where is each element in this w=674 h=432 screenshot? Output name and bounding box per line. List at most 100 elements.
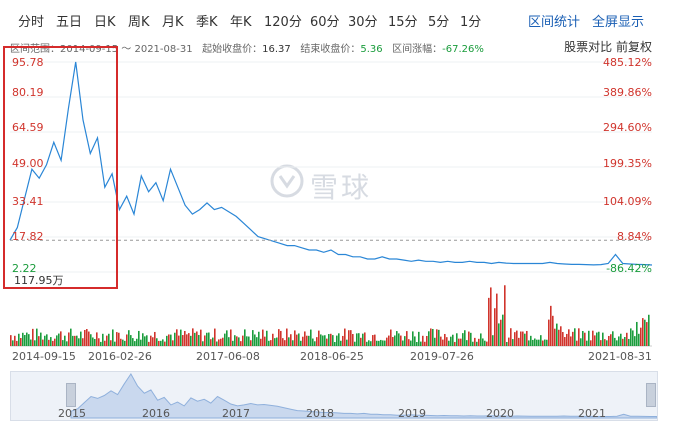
y-left-tick-3: 49.00 bbox=[12, 157, 44, 170]
chart-options[interactable]: 股票对比 前复权 bbox=[564, 40, 652, 54]
tab-120min[interactable]: 120分 bbox=[264, 15, 302, 30]
y-right-tick-0: 485.12% bbox=[603, 56, 652, 69]
volume-bar bbox=[130, 335, 132, 346]
volume-bar bbox=[558, 329, 560, 346]
volume-bar bbox=[628, 338, 630, 346]
volume-bar bbox=[372, 335, 374, 346]
navigator-left-handle[interactable] bbox=[66, 383, 76, 407]
volume-bar bbox=[552, 315, 554, 346]
volume-bar bbox=[116, 332, 118, 346]
volume-bar bbox=[84, 329, 86, 346]
volume-bar bbox=[490, 287, 492, 346]
volume-bar bbox=[92, 337, 94, 346]
volume-bar bbox=[32, 328, 34, 346]
volume-bar bbox=[444, 333, 446, 346]
volume-bar bbox=[588, 330, 590, 346]
volume-bar bbox=[482, 338, 484, 346]
volume-bar bbox=[120, 338, 122, 346]
volume-bar bbox=[562, 332, 564, 346]
volume-bar bbox=[602, 332, 604, 346]
volume-bar bbox=[480, 333, 482, 346]
volume-bar bbox=[114, 341, 116, 346]
volume-bar bbox=[270, 340, 272, 346]
volume-bars bbox=[10, 285, 650, 346]
nav-year-2015: 2015 bbox=[58, 407, 86, 420]
volume-bar bbox=[420, 341, 422, 346]
volume-bar bbox=[118, 332, 120, 346]
volume-bar bbox=[518, 337, 520, 346]
nav-year-2021: 2021 bbox=[578, 407, 606, 420]
volume-bar bbox=[46, 334, 48, 346]
volume-bar bbox=[124, 340, 126, 346]
volume-bar bbox=[98, 338, 100, 346]
tab-5min[interactable]: 5分 bbox=[428, 15, 450, 30]
volume-bar bbox=[276, 337, 278, 346]
volume-bar bbox=[510, 328, 512, 346]
volume-bar bbox=[442, 339, 444, 346]
volume-bar bbox=[210, 339, 212, 346]
volume-bar bbox=[196, 331, 198, 346]
range-stats-link[interactable]: 区间统计 bbox=[528, 15, 581, 30]
tab-30min[interactable]: 30分 bbox=[348, 15, 378, 30]
volume-bar bbox=[18, 333, 20, 346]
volume-bar bbox=[134, 341, 136, 346]
volume-bar bbox=[190, 335, 192, 346]
volume-bar bbox=[344, 328, 346, 346]
volume-bar bbox=[44, 335, 46, 346]
tab-15min[interactable]: 15分 bbox=[388, 15, 418, 30]
tab-fenshi[interactable]: 分时 bbox=[18, 15, 45, 30]
volume-bar bbox=[154, 331, 156, 346]
volume-bar bbox=[306, 335, 308, 346]
volume-bar bbox=[396, 331, 398, 346]
volume-bar bbox=[28, 334, 30, 346]
date-tick-3: 2018-06-25 bbox=[300, 350, 364, 363]
volume-bar bbox=[132, 338, 134, 346]
volume-bar bbox=[284, 340, 286, 346]
volume-bar bbox=[286, 328, 288, 346]
volume-bar bbox=[426, 335, 428, 346]
volume-bar bbox=[216, 341, 218, 346]
volume-bar bbox=[546, 339, 548, 346]
volume-bar bbox=[640, 327, 642, 346]
tab-quarter-k[interactable]: 季K bbox=[196, 15, 218, 30]
volume-bar bbox=[162, 339, 164, 346]
volume-bar bbox=[202, 341, 204, 346]
volume-bar bbox=[12, 340, 14, 346]
tab-month-k[interactable]: 月K bbox=[162, 15, 184, 30]
volume-bar bbox=[10, 335, 12, 346]
volume-bar bbox=[638, 333, 640, 346]
volume-bar bbox=[268, 340, 270, 346]
volume-bar bbox=[484, 340, 486, 346]
volume-bar bbox=[394, 335, 396, 346]
volume-bar bbox=[300, 340, 302, 346]
fullscreen-link[interactable]: 全屏显示 bbox=[592, 15, 645, 30]
volume-bar bbox=[94, 338, 96, 346]
tab-day-k[interactable]: 日K bbox=[94, 15, 116, 30]
volume-bar bbox=[568, 329, 570, 346]
volume-bar bbox=[410, 340, 412, 346]
navigator-right-handle[interactable] bbox=[646, 383, 656, 407]
volume-bar bbox=[606, 340, 608, 346]
tab-year-k[interactable]: 年K bbox=[230, 15, 252, 30]
volume-bar bbox=[386, 337, 388, 346]
range-navigator[interactable] bbox=[10, 371, 658, 421]
y-right-tick-6: -86.42% bbox=[606, 262, 652, 275]
volume-bar bbox=[36, 328, 38, 346]
tab-1min[interactable]: 1分 bbox=[460, 15, 482, 30]
volume-bar bbox=[616, 340, 618, 346]
volume-bar bbox=[632, 330, 634, 346]
y-left-tick-5: 17.82 bbox=[12, 230, 44, 243]
volume-bar bbox=[82, 338, 84, 346]
y-left-tick-4: 33.41 bbox=[12, 195, 44, 208]
navigator-mini-chart bbox=[70, 373, 658, 419]
tab-week-k[interactable]: 周K bbox=[128, 15, 150, 30]
volume-bar bbox=[108, 333, 110, 346]
date-tick-1: 2016-02-26 bbox=[88, 350, 152, 363]
volume-bar bbox=[326, 338, 328, 346]
tab-60min[interactable]: 60分 bbox=[310, 15, 340, 30]
end-price-value: 5.36 bbox=[360, 44, 383, 55]
volume-bar bbox=[26, 332, 28, 346]
volume-bar bbox=[208, 332, 210, 346]
tab-wuri[interactable]: 五日 bbox=[56, 15, 83, 30]
volume-bar bbox=[260, 338, 262, 346]
